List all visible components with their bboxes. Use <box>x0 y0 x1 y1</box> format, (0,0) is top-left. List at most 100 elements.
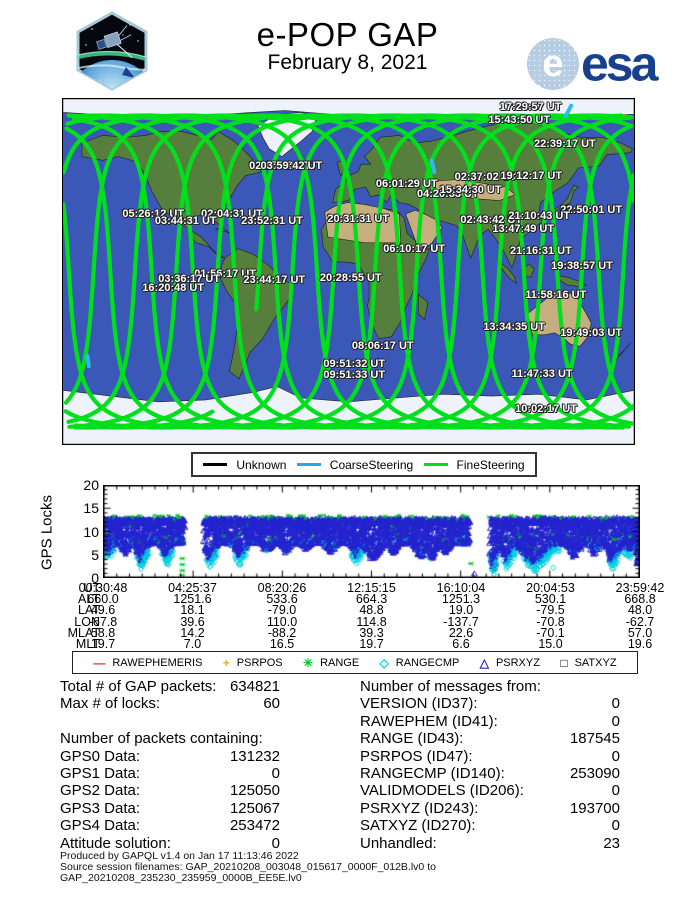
gps-ytick-label: 5 <box>91 546 99 563</box>
map-time-label: 09:51:32 UT <box>323 357 386 370</box>
map-time-label: 11:47:33 UT <box>511 367 573 380</box>
stat-label: PSRXYZ (ID243): <box>360 799 479 817</box>
stat-value: 0 <box>611 817 620 835</box>
stat-value: 125067 <box>229 799 280 817</box>
ephem-cell: 533.6 <box>266 592 298 607</box>
stat-label: VALIDMODELS (ID206): <box>360 782 524 800</box>
stat-label: SATXYZ (ID270): <box>360 817 476 835</box>
gps-ytick-label: 10 <box>83 523 99 540</box>
map-time-label: 05:26:12 UT <box>122 208 185 221</box>
ephem-cell: 49.6 <box>90 603 116 618</box>
ephem-row-label: LON <box>74 614 100 629</box>
map-time-label: 04:20:33 UT <box>416 187 479 200</box>
stat-value: 253472 <box>229 817 280 835</box>
madagascar <box>418 293 429 320</box>
map-time-label: 15:34:30 UT <box>439 184 502 197</box>
coarse-steering-ground-track <box>563 103 574 119</box>
stat-value: 0 <box>271 834 280 852</box>
ephem-cell: 18.1 <box>180 603 205 618</box>
esa-logo: e esa <box>527 36 658 92</box>
map-time-label: 22:50:01 UT <box>560 204 623 217</box>
ephem-cell: 39.3 <box>359 625 384 640</box>
stat-value: 60 <box>263 695 280 713</box>
stat-value: 131232 <box>229 747 280 765</box>
fine-steering-ground-track <box>66 113 634 430</box>
packet-legend-label: RANGE <box>320 656 360 669</box>
ephem-cell: 1251.3 <box>441 592 481 607</box>
map-time-label: 23:44:17 UT <box>243 274 306 287</box>
ephem-row-label: LAT <box>78 603 100 618</box>
stat-value: 193700 <box>569 799 620 817</box>
map-time-label: 21:16:31 UT <box>510 244 572 257</box>
map-time-label: 06:10:17 UT <box>383 242 446 255</box>
map-time-label: 20:28:55 UT <box>319 272 382 285</box>
orange-plus-icon: + <box>222 655 230 670</box>
packet-legend-label: RAWEPHEMERIS <box>112 656 203 669</box>
packet-legend-item: ✳ RANGE <box>303 657 359 669</box>
ephem-cell: 7.0 <box>183 637 202 651</box>
map-time-label: 13:34:35 UT <box>483 321 545 334</box>
map-time-label: 02:43:42 UT <box>460 213 523 226</box>
ephem-cell: 660.0 <box>87 592 119 607</box>
sumatra <box>498 261 518 284</box>
stat-label: Number of packets containing: <box>60 730 263 748</box>
map-time-label: 11:58:16 UT <box>525 289 587 302</box>
stat-label: Number of messages from: <box>360 678 541 695</box>
ephem-cell: 16.5 <box>269 637 295 651</box>
gps-ytick-label: 0 <box>91 570 99 586</box>
ephem-cell: 04:25:37 <box>168 581 217 595</box>
black-square-icon: □ <box>560 655 568 670</box>
fine-steering-ground-track <box>63 113 634 430</box>
map-time-label: 09:51:33 UT <box>323 368 386 381</box>
patch-mission-name: CASSIOPE <box>93 79 131 85</box>
map-time-label: 19:49:03 UT <box>560 327 623 340</box>
ephem-cell: 22.6 <box>448 625 474 640</box>
packet-legend-label: RANGECMP <box>395 656 460 669</box>
ground-track-map: 17:29:57 UT 15:43:50 UT 22:39:17 UT 02:35:4… <box>62 98 635 445</box>
ephem-cell: 58.8 <box>90 625 116 640</box>
map-time-label: 19:12:17 UT <box>500 170 563 183</box>
map-time-label: 02:35:42 UT <box>249 160 311 173</box>
footer-line: Source session filenames: GAP_20210208_0… <box>60 861 436 873</box>
fine-steering-ground-track <box>254 113 631 429</box>
map-time-label: 22:39:17 UT <box>534 137 596 150</box>
map-time-label: 13:47:49 UT <box>492 222 555 235</box>
map-time-label: 01:56:17 UT <box>194 267 257 280</box>
stat-label: Total # of GAP packets: <box>60 678 217 695</box>
ephem-cell: 23:59:42 <box>615 581 665 595</box>
stat-label: Unhandled: <box>360 834 437 852</box>
esa-globe-icon: e <box>527 38 579 90</box>
ephem-cell: -70.8 <box>536 614 565 629</box>
ephem-cell: 1251.6 <box>173 592 212 607</box>
packet-legend-item: + PSRPOS <box>223 657 283 669</box>
steering-legend-label: CoarseSteering <box>329 457 414 472</box>
ephem-cell: 664.3 <box>355 592 388 607</box>
page-title: e-POP GAP <box>256 16 439 53</box>
map-time-label: 21:10:43 UT <box>508 209 571 222</box>
stat-label: GPS2 Data: <box>60 782 141 800</box>
packet-legend-label: PSRXYZ <box>495 656 540 669</box>
packet-legend-label: SATXYZ <box>574 656 617 669</box>
map-time-label: 17:29:57 UT <box>499 101 562 114</box>
ephem-cell: 668.8 <box>624 592 656 607</box>
steering-legend: Unknown CoarseSteering FineSteering <box>191 452 537 477</box>
finesteering-line-icon <box>423 463 448 466</box>
fine-steering-ground-track <box>63 113 634 430</box>
stat-value: 0 <box>611 712 620 730</box>
page-date: February 8, 2021 <box>267 51 428 74</box>
ephem-cell: 48.0 <box>627 603 653 618</box>
map-time-label: 15:43:50 UT <box>488 113 551 126</box>
footer-line: Produced by GAPQL v1.4 on Jan 17 11:13:4… <box>60 850 299 862</box>
gps-locks-plot <box>103 485 640 578</box>
map-time-label: 03:59:42 UT <box>260 160 323 173</box>
stat-label: GPS4 Data: <box>60 817 141 835</box>
ephem-cell: 39.6 <box>180 614 205 629</box>
ephem-row-label: UT <box>83 581 100 595</box>
blue-triangle-icon: △ <box>479 655 489 670</box>
map-time-label: 02:37:02 UT <box>454 170 517 183</box>
stat-label: Attitude solution: <box>60 834 171 852</box>
gps-locks-axis-label: GPS Locks <box>38 494 56 571</box>
green-asterisk-icon: ✳ <box>303 655 314 670</box>
ephem-cell: 19.6 <box>627 637 653 651</box>
stat-value: 23 <box>603 834 620 852</box>
